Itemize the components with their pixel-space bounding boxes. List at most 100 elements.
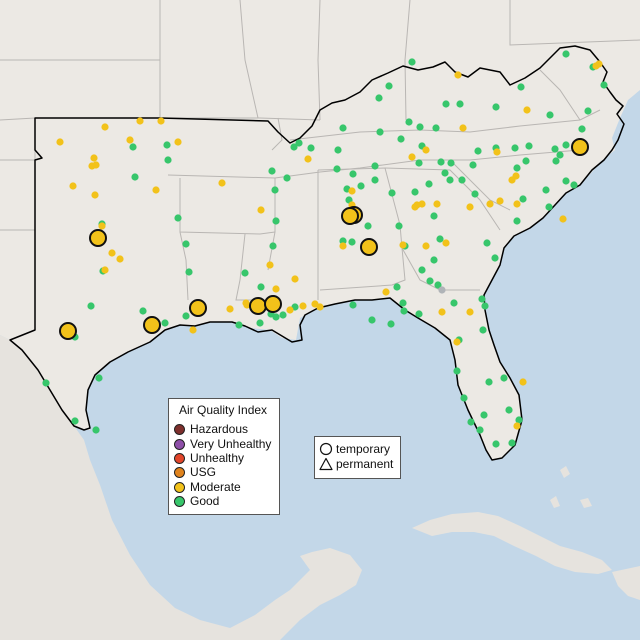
moderate-monitor-dot xyxy=(454,71,462,79)
good-monitor-dot xyxy=(562,50,570,58)
good-monitor-dot xyxy=(425,180,433,188)
good-monitor-markers xyxy=(42,50,608,448)
cuba-land xyxy=(412,512,612,574)
site-type-legend: temporary permanent xyxy=(314,436,401,479)
good-monitor-dot xyxy=(542,186,550,194)
good-monitor-dot xyxy=(307,144,315,152)
moderate-monitor-dot xyxy=(101,266,109,274)
moderate-monitor-dot xyxy=(243,301,251,309)
good-label: Good xyxy=(190,494,220,508)
moderate-monitor-dot xyxy=(126,136,134,144)
good-monitor-dot xyxy=(139,307,147,315)
good-monitor-dot xyxy=(42,379,50,387)
good-monitor-dot xyxy=(405,118,413,126)
aqi-legend: Air Quality Index Hazardous Very Unhealt… xyxy=(168,398,280,515)
good-monitor-dot xyxy=(485,378,493,386)
good-monitor-dot xyxy=(163,141,171,149)
good-monitor-dot xyxy=(269,242,277,250)
moderate-monitor-dot xyxy=(466,203,474,211)
good-monitor-dot xyxy=(334,146,342,154)
good-monitor-dot xyxy=(600,81,608,89)
good-monitor-dot xyxy=(376,128,384,136)
moderate-monitor-dot xyxy=(513,200,521,208)
good-monitor-dot xyxy=(469,161,477,169)
moderate-monitor-dot xyxy=(136,117,144,125)
good-monitor-dot xyxy=(442,100,450,108)
legend-row-hazardous: Hazardous xyxy=(174,422,248,436)
unhealthy-label: Unhealthy xyxy=(190,451,245,465)
good-monitor-dot xyxy=(562,141,570,149)
moderate-monitor-dot xyxy=(90,154,98,162)
moderate-monitor-dot xyxy=(226,305,234,313)
moderate-monitor-dot xyxy=(266,261,274,269)
good-monitor-dot xyxy=(268,167,276,175)
good-monitor-dot xyxy=(584,107,592,115)
moderate-monitor-dot xyxy=(382,288,390,296)
good-monitor-dot xyxy=(411,188,419,196)
legend-row-moderate: Moderate xyxy=(174,480,241,494)
good-monitor-dot xyxy=(241,269,249,277)
good-monitor-dot xyxy=(349,301,357,309)
moderate-monitor-dot xyxy=(559,215,567,223)
moderate-monitor-dot xyxy=(413,201,421,209)
region-outline xyxy=(9,45,625,461)
good-monitor-dot xyxy=(434,281,442,289)
good-monitor-dot xyxy=(546,111,554,119)
good-monitor-dot xyxy=(517,83,525,91)
good-monitor-dot xyxy=(357,182,365,190)
good-monitor-dot xyxy=(456,100,464,108)
moderate-monitor-dot xyxy=(513,422,521,430)
good-monitor-dot xyxy=(519,195,527,203)
moderate-monitor-dot xyxy=(496,197,504,205)
moderate-monitor-dot xyxy=(595,60,603,68)
moderate-monitor-dot xyxy=(101,123,109,131)
good-monitor-dot xyxy=(349,170,357,178)
good-monitor-dot xyxy=(257,283,265,291)
good-monitor-dot xyxy=(478,295,486,303)
moderate-monitor-dot xyxy=(218,179,226,187)
good-monitor-dot xyxy=(256,319,264,327)
circle-icon xyxy=(319,442,333,456)
bahamas-land xyxy=(550,466,592,508)
good-monitor-dot xyxy=(476,426,484,434)
temporary-monitor-markers xyxy=(59,138,589,340)
mexico-land xyxy=(0,335,362,640)
good-swatch xyxy=(174,495,185,507)
good-monitor-dot xyxy=(474,147,482,155)
good-monitor-dot xyxy=(71,417,79,425)
good-monitor-dot xyxy=(375,94,383,102)
good-monitor-dot xyxy=(371,162,379,170)
unclassified-monitor-markers xyxy=(438,286,446,294)
good-monitor-dot xyxy=(513,217,521,225)
good-monitor-dot xyxy=(185,268,193,276)
good-monitor-dot xyxy=(387,320,395,328)
temporary-moderate-monitor xyxy=(341,207,359,225)
good-monitor-dot xyxy=(491,254,499,262)
good-monitor-dot xyxy=(446,176,454,184)
temporary-moderate-monitor xyxy=(59,322,77,340)
good-monitor-dot xyxy=(290,143,298,151)
good-monitor-dot xyxy=(416,123,424,131)
moderate-monitor-dot xyxy=(116,255,124,263)
hazardous-swatch xyxy=(174,423,185,435)
moderate-monitor-dot xyxy=(399,241,407,249)
moderate-monitor-dot xyxy=(519,378,527,386)
temporary-moderate-monitor xyxy=(89,229,107,247)
good-monitor-dot xyxy=(395,222,403,230)
legend-row-permanent: permanent xyxy=(319,457,393,471)
moderate-monitor-dot xyxy=(56,138,64,146)
good-monitor-dot xyxy=(551,145,559,153)
moderate-monitor-dot xyxy=(304,155,312,163)
good-monitor-dot xyxy=(385,82,393,90)
good-monitor-dot xyxy=(500,374,508,382)
good-monitor-dot xyxy=(430,212,438,220)
moderate-label: Moderate xyxy=(190,480,241,494)
moderate-monitor-dot xyxy=(422,242,430,250)
good-monitor-dot xyxy=(480,411,488,419)
good-monitor-dot xyxy=(182,312,190,320)
good-monitor-dot xyxy=(95,374,103,382)
good-monitor-dot xyxy=(430,256,438,264)
very-unhealthy-label: Very Unhealthy xyxy=(190,437,272,451)
temporary-moderate-monitor xyxy=(249,297,267,315)
